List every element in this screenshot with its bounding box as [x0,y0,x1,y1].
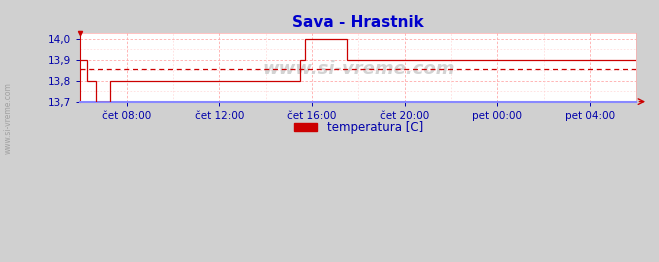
Text: www.si-vreme.com: www.si-vreme.com [262,60,455,78]
Text: www.si-vreme.com: www.si-vreme.com [3,82,13,154]
Legend: temperatura [C]: temperatura [C] [289,116,428,139]
Title: Sava - Hrastnik: Sava - Hrastnik [293,15,424,30]
